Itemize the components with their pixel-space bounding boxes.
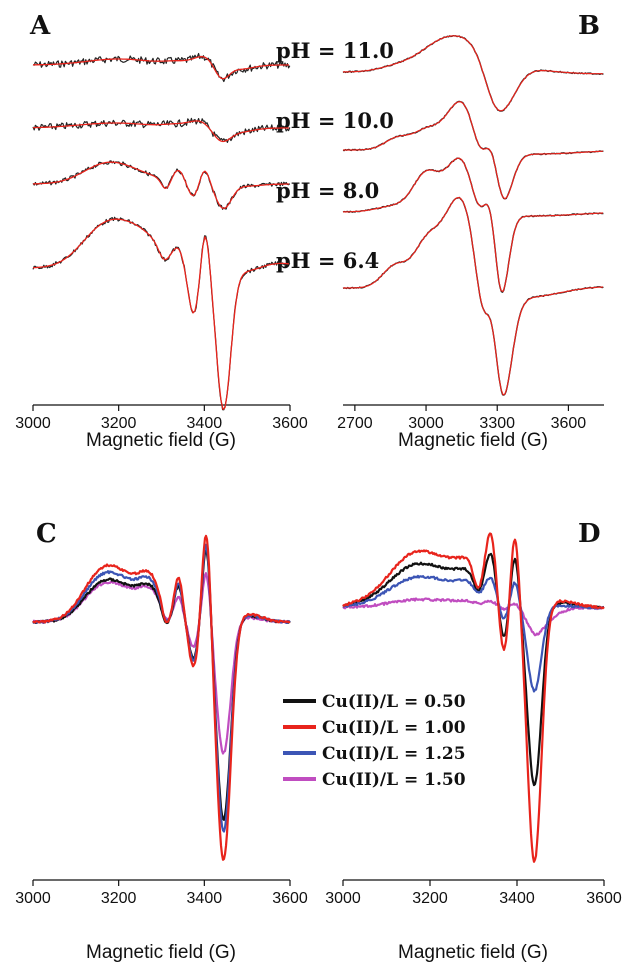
spectrum-a-2-simulated: [33, 120, 289, 143]
x-tick-label-a-3600: 3600: [272, 415, 308, 432]
legend-label-0-50: Cu(II)/L = 0.50: [322, 692, 466, 712]
ph-label-8: pH = 8.0: [276, 178, 379, 203]
x-tick-label-b-3600: 3600: [551, 415, 587, 432]
spectrum-b-1-simulated: [343, 35, 604, 112]
legend-label-1-50: Cu(II)/L = 1.50: [322, 770, 466, 790]
panel-letter-a: A: [29, 11, 51, 41]
spectrum-d-1_25: [342, 574, 605, 693]
x-tick-label-a-3400: 3400: [187, 415, 223, 432]
panel-letter-c: C: [36, 519, 57, 549]
x-axis-title-c: Magnetic field (G): [86, 942, 236, 963]
spectrum-c-1_00: [32, 534, 291, 861]
panel-letter-b: B: [578, 11, 600, 41]
axis-b: 2700 3000 3300 3600: [337, 404, 604, 432]
ph-label-11: pH = 11.0: [276, 38, 394, 63]
plot-area-c: [32, 534, 291, 861]
x-tick-label-a-3000: 3000: [15, 415, 51, 432]
spectrum-b-3-experimental: [342, 157, 604, 293]
legend-label-1-00: Cu(II)/L = 1.00: [322, 718, 466, 738]
spectrum-b-2-simulated: [343, 101, 604, 200]
spectrum-c-1_25: [32, 543, 291, 833]
spectrum-b-3-simulated: [343, 157, 604, 293]
x-tick-label-d-3000: 3000: [325, 890, 361, 907]
spectrum-d-1_50: [342, 597, 605, 637]
x-tick-label-a-3200: 3200: [101, 415, 137, 432]
x-tick-label-c-3000: 3000: [15, 890, 51, 907]
spectrum-b-4-simulated: [343, 196, 604, 396]
ph-label-6-4: pH = 6.4: [276, 248, 379, 273]
spectrum-d-1_00: [342, 532, 605, 863]
spectrum-a-4-simulated: [32, 218, 290, 411]
axis-d: 3000 3200 3400 3600: [325, 879, 622, 907]
spectrum-a-4-experimental: [32, 216, 291, 411]
spectrum-a-1-simulated: [33, 55, 289, 80]
axis-a: 3000 3200 3400 3600: [15, 404, 308, 432]
x-tick-label-c-3200: 3200: [101, 890, 137, 907]
x-tick-label-c-3600: 3600: [272, 890, 308, 907]
panel-letter-d: D: [578, 519, 601, 549]
x-tick-label-b-3000: 3000: [408, 415, 444, 432]
spectrum-c-0_50: [32, 549, 291, 821]
x-tick-label-d-3600: 3600: [586, 890, 622, 907]
x-tick-label-b-3300: 3300: [479, 415, 515, 432]
spectrum-b-4-experimental: [342, 196, 604, 396]
x-tick-label-d-3400: 3400: [499, 890, 535, 907]
plot-area-a: [32, 52, 291, 411]
x-axis-title-d: Magnetic field (G): [398, 942, 548, 963]
legend: Cu(II)/L = 0.50 Cu(II)/L = 1.00 Cu(II)/L…: [283, 692, 466, 790]
plot-area-d: [342, 532, 605, 863]
ph-label-10: pH = 10.0: [276, 108, 394, 133]
axis-c: 3000 3200 3400 3600: [15, 879, 308, 907]
spectrum-d-0_50: [342, 552, 605, 787]
legend-label-1-25: Cu(II)/L = 1.25: [322, 744, 466, 764]
x-axis-title-a: Magnetic field (G): [86, 430, 236, 451]
plot-area-b: [342, 35, 604, 396]
x-tick-label-c-3400: 3400: [187, 890, 223, 907]
x-tick-label-b-2700: 2700: [337, 415, 373, 432]
x-tick-label-d-3200: 3200: [412, 890, 448, 907]
spectrum-a-3-simulated: [32, 161, 289, 210]
x-axis-title-b: Magnetic field (G): [398, 430, 548, 451]
